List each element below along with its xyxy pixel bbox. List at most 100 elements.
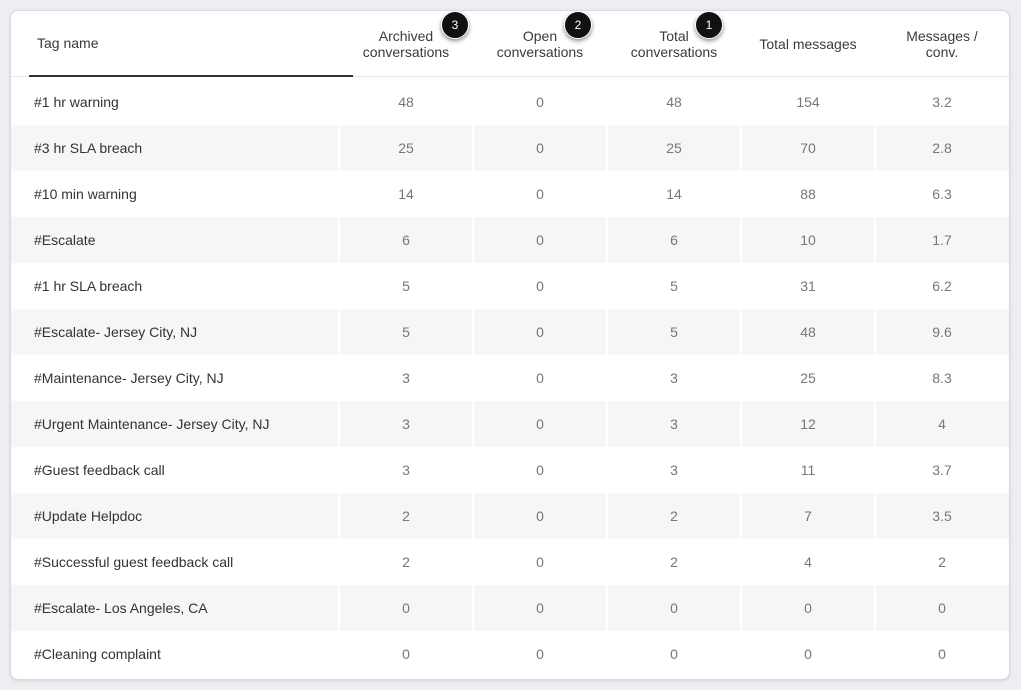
open-cell: 0 bbox=[536, 186, 544, 202]
tag-name-cell: #1 hr warning bbox=[34, 94, 119, 110]
archived-cell: 5 bbox=[402, 324, 410, 340]
table-row[interactable]: #Escalate- Los Angeles, CA 0 0 0 0 0 bbox=[11, 585, 1009, 631]
column-divider bbox=[338, 355, 340, 401]
table-row[interactable]: #10 min warning 14 0 14 88 6.3 bbox=[11, 171, 1009, 217]
table-row[interactable]: #Urgent Maintenance- Jersey City, NJ 3 0 3 1… bbox=[11, 401, 1009, 447]
tag-name-cell: #Successful guest feedback call bbox=[34, 554, 234, 570]
open-cell: 0 bbox=[536, 646, 544, 662]
tag-name-cell: #1 hr SLA breach bbox=[34, 278, 143, 294]
per-conv-cell: 8.3 bbox=[932, 370, 952, 386]
total-cell: 48 bbox=[666, 94, 682, 110]
column-header-total-conversations[interactable]: Total conversations bbox=[607, 11, 741, 77]
tag-name-cell: #Guest feedback call bbox=[34, 462, 165, 478]
column-divider bbox=[338, 539, 340, 585]
table-row[interactable]: #Escalate- Jersey City, NJ 5 0 5 48 9.6 bbox=[11, 309, 1009, 355]
column-divider bbox=[606, 309, 608, 355]
table-row[interactable]: #Update Helpdoc 2 0 2 7 3.5 bbox=[11, 493, 1009, 539]
column-header-tag-name[interactable]: Tag name bbox=[29, 11, 353, 77]
messages-cell: 25 bbox=[800, 370, 816, 386]
open-cell: 0 bbox=[536, 508, 544, 524]
column-divider bbox=[472, 309, 474, 355]
archived-cell: 3 bbox=[402, 370, 410, 386]
messages-cell: 12 bbox=[800, 416, 816, 432]
table-row[interactable]: #Successful guest feedback call 2 0 2 4 2 bbox=[11, 539, 1009, 585]
open-cell: 0 bbox=[536, 94, 544, 110]
open-cell: 0 bbox=[536, 554, 544, 570]
column-divider bbox=[740, 493, 742, 539]
tag-name-cell: #Escalate- Jersey City, NJ bbox=[34, 324, 198, 340]
per-conv-cell: 4 bbox=[938, 416, 946, 432]
table-row[interactable]: #Maintenance- Jersey City, NJ 3 0 3 25 8.3 bbox=[11, 355, 1009, 401]
per-conv-cell: 1.7 bbox=[932, 232, 952, 248]
column-divider bbox=[740, 309, 742, 355]
archived-cell: 3 bbox=[402, 462, 410, 478]
column-divider bbox=[472, 539, 474, 585]
column-divider bbox=[472, 171, 474, 217]
column-divider bbox=[472, 125, 474, 171]
messages-cell: 4 bbox=[804, 554, 812, 570]
per-conv-cell: 6.2 bbox=[932, 278, 952, 294]
open-cell: 0 bbox=[536, 140, 544, 156]
table-body: #1 hr warning 48 0 48 154 3.2 #3 hr SLA breach… bbox=[11, 79, 1009, 677]
total-cell: 3 bbox=[670, 462, 678, 478]
per-conv-cell: 3.2 bbox=[932, 94, 952, 110]
column-divider bbox=[874, 493, 876, 539]
tag-name-cell: #10 min warning bbox=[34, 186, 137, 202]
table-row[interactable]: #Cleaning complaint 0 0 0 0 0 bbox=[11, 631, 1009, 677]
column-divider bbox=[338, 171, 340, 217]
archived-cell: 0 bbox=[402, 646, 410, 662]
tag-name-cell: #Urgent Maintenance- Jersey City, NJ bbox=[34, 416, 270, 432]
column-divider bbox=[874, 309, 876, 355]
column-divider bbox=[740, 79, 742, 125]
archived-cell: 2 bbox=[402, 508, 410, 524]
total-cell: 2 bbox=[670, 554, 678, 570]
column-divider bbox=[740, 263, 742, 309]
column-divider bbox=[740, 585, 742, 631]
column-header-label: Total conversations bbox=[630, 28, 718, 60]
total-cell: 3 bbox=[670, 416, 678, 432]
column-divider bbox=[472, 585, 474, 631]
column-divider bbox=[874, 79, 876, 125]
table-row[interactable]: #1 hr SLA breach 5 0 5 31 6.2 bbox=[11, 263, 1009, 309]
per-conv-cell: 6.3 bbox=[932, 186, 952, 202]
per-conv-cell: 2 bbox=[938, 554, 946, 570]
per-conv-cell: 2.8 bbox=[932, 140, 952, 156]
open-cell: 0 bbox=[536, 462, 544, 478]
archived-cell: 48 bbox=[398, 94, 414, 110]
column-divider bbox=[606, 539, 608, 585]
total-cell: 2 bbox=[670, 508, 678, 524]
table-row[interactable]: #Guest feedback call 3 0 3 11 3.7 bbox=[11, 447, 1009, 493]
column-header-archived-conversations[interactable]: Archived conversations bbox=[339, 11, 473, 77]
column-header-messages-per-conv[interactable]: Messages / conv. bbox=[875, 11, 1009, 77]
column-divider bbox=[338, 585, 340, 631]
messages-cell: 70 bbox=[800, 140, 816, 156]
column-divider bbox=[472, 217, 474, 263]
column-divider bbox=[606, 631, 608, 677]
messages-cell: 10 bbox=[800, 232, 816, 248]
column-divider bbox=[606, 355, 608, 401]
tag-name-cell: #Update Helpdoc bbox=[34, 508, 143, 524]
table-row[interactable]: #Escalate 6 0 6 10 1.7 bbox=[11, 217, 1009, 263]
annotation-badge-3: 3 bbox=[441, 11, 469, 39]
archived-cell: 6 bbox=[402, 232, 410, 248]
table-row[interactable]: #3 hr SLA breach 25 0 25 70 2.8 bbox=[11, 125, 1009, 171]
column-header-total-messages[interactable]: Total messages bbox=[741, 11, 875, 77]
table-header: Tag name Archived conversations Open con… bbox=[11, 11, 1009, 77]
column-header-label: Archived conversations bbox=[362, 28, 450, 60]
messages-cell: 11 bbox=[800, 462, 816, 478]
column-divider bbox=[606, 171, 608, 217]
column-header-label: Messages / conv. bbox=[906, 28, 978, 60]
column-divider bbox=[874, 355, 876, 401]
column-divider bbox=[874, 401, 876, 447]
column-divider bbox=[338, 79, 340, 125]
column-divider bbox=[874, 447, 876, 493]
table-row[interactable]: #1 hr warning 48 0 48 154 3.2 bbox=[11, 79, 1009, 125]
column-divider bbox=[874, 539, 876, 585]
column-divider bbox=[472, 79, 474, 125]
column-header-open-conversations[interactable]: Open conversations bbox=[473, 11, 607, 77]
column-divider bbox=[338, 263, 340, 309]
total-cell: 5 bbox=[670, 324, 678, 340]
messages-cell: 154 bbox=[796, 94, 820, 110]
column-divider bbox=[338, 631, 340, 677]
column-divider bbox=[606, 125, 608, 171]
